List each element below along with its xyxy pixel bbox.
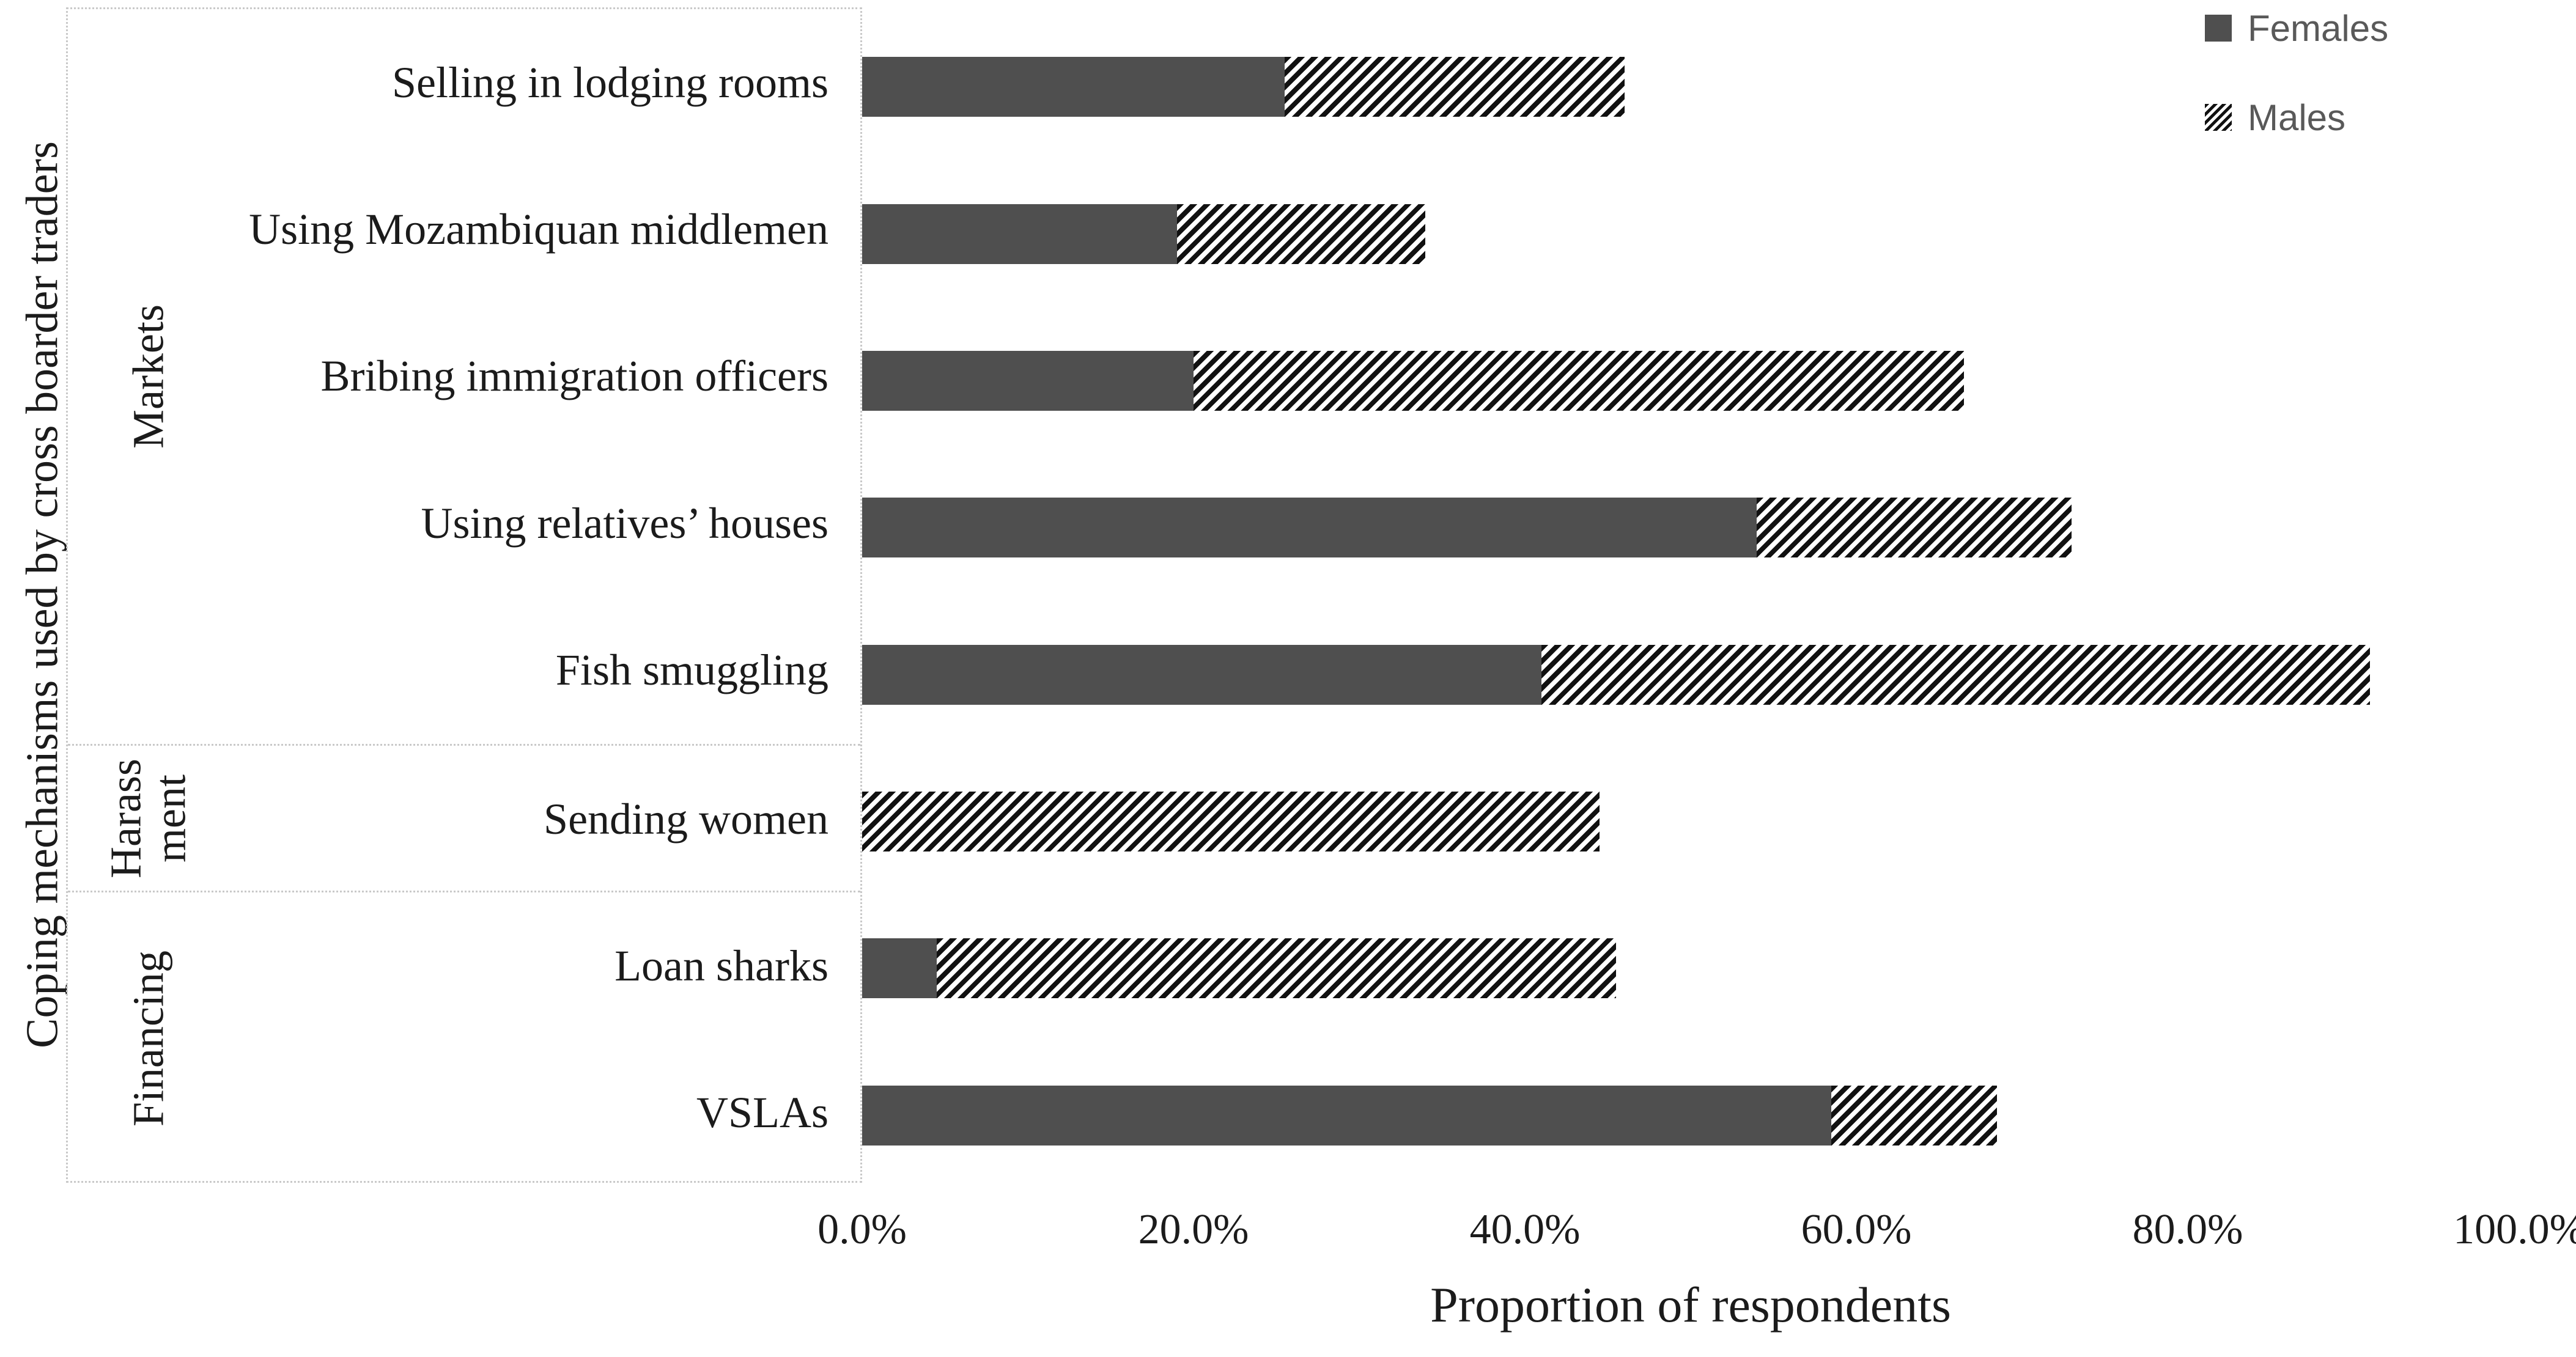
bar-segment-females — [862, 644, 1542, 705]
bar-segment-females — [862, 1085, 1832, 1146]
females-solid-swatch-icon — [2205, 15, 2232, 42]
category-label: Bribing immigration officers — [320, 351, 829, 401]
category-label: Using relatives’ houses — [421, 498, 829, 548]
group-band: Harass ment Sending women — [68, 743, 860, 891]
x-tick-label: 60.0% — [1801, 1206, 1912, 1253]
bar-row — [862, 1085, 1998, 1146]
bar-row — [862, 57, 1625, 117]
x-axis-title: Proportion of respondents — [1430, 1277, 1951, 1333]
bar-row — [862, 350, 1965, 411]
bar-segment-males — [1194, 350, 1965, 411]
bar-row — [862, 204, 1426, 264]
category-label: Fish smuggling — [555, 645, 829, 695]
plot-area — [862, 7, 2519, 1183]
category-label: Using Mozambiquan middlemen — [249, 205, 829, 254]
group-band: Markets Selling in lodging rooms Using Moz… — [68, 9, 860, 744]
legend-item-females: Females — [2205, 7, 2389, 49]
category-axis-box: Markets Selling in lodging rooms Using Moz… — [66, 7, 862, 1183]
bar-segment-males — [1176, 204, 1426, 264]
bar-segment-females — [862, 938, 937, 999]
bar-row — [862, 498, 2072, 558]
bar-segment-females — [862, 498, 1757, 558]
x-tick-label: 20.0% — [1138, 1206, 1249, 1253]
x-tick-label: 40.0% — [1469, 1206, 1581, 1253]
bar-segment-males — [1831, 1085, 1998, 1146]
x-tick-label: 0.0% — [817, 1206, 907, 1253]
y-axis-title: Coping mechanisms used by cross boarder … — [17, 141, 68, 1048]
legend: Females Males — [2205, 7, 2389, 138]
bar-segment-females — [862, 350, 1194, 411]
bar-segment-males — [936, 938, 1617, 999]
bar-row — [862, 644, 2371, 705]
x-tick-label: 80.0% — [2132, 1206, 2243, 1253]
legend-item-males: Males — [2205, 97, 2388, 138]
bar-segment-males — [862, 792, 1600, 852]
bar-row — [862, 938, 1617, 999]
legend-label-males: Males — [2248, 97, 2346, 138]
bar-segment-males — [1285, 57, 1625, 117]
group-band: Financing Loan sharks VSLAs — [68, 891, 860, 1181]
bar-row — [862, 792, 1600, 852]
x-tick-label: 100.0% — [2453, 1206, 2576, 1253]
males-hatch-swatch-icon — [2205, 104, 2232, 131]
bar-segment-females — [862, 57, 1285, 117]
category-label: Selling in lodging rooms — [391, 57, 829, 107]
category-labels: Selling in lodging rooms Using Mozambiqua… — [68, 9, 860, 744]
category-label: Sending women — [544, 794, 829, 844]
bar-segment-males — [1757, 498, 2072, 558]
category-label: Loan sharks — [614, 941, 829, 990]
category-labels: Loan sharks VSLAs — [68, 892, 860, 1181]
legend-label-females: Females — [2248, 7, 2389, 49]
bar-segment-females — [862, 204, 1177, 264]
category-label: VSLAs — [696, 1088, 829, 1138]
x-axis-ticks: 0.0% 20.0% 40.0% 60.0% 80.0% 100.0% — [0, 1205, 2576, 1267]
bar-segment-males — [1541, 644, 2371, 705]
category-labels: Sending women — [68, 746, 860, 891]
